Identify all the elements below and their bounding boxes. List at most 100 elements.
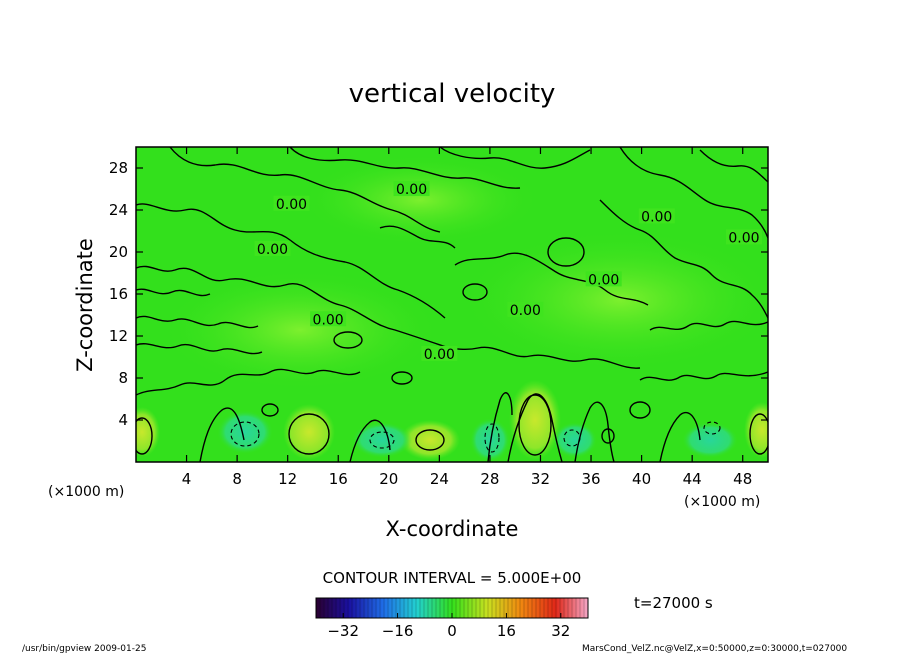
contour-loop	[749, 413, 768, 455]
contour-loop	[261, 403, 279, 417]
contour-lines	[136, 147, 768, 462]
x-tick-label: 28	[480, 470, 499, 488]
chart-title: vertical velocity	[349, 79, 556, 109]
x-tick-label: 8	[232, 470, 242, 488]
shade-light	[460, 230, 768, 370]
contour-line	[349, 419, 391, 462]
plot-frame	[135, 146, 769, 463]
y-tick-label: 12	[109, 327, 128, 345]
y-tick-label: 24	[109, 201, 128, 219]
contour-loop	[288, 413, 330, 455]
y-tick-label: 20	[109, 243, 128, 261]
x-tick-label: 12	[278, 470, 297, 488]
y-tick-label: 8	[118, 369, 128, 387]
colorbar-tick-label: −16	[382, 622, 414, 640]
contour-loop	[462, 283, 488, 301]
contour-loop	[601, 428, 615, 444]
contour-loop	[518, 394, 552, 456]
contour-loop-negative	[703, 421, 721, 435]
contour-label-bg	[638, 208, 675, 224]
contour-line	[136, 368, 361, 396]
contour-label: 0.00	[510, 303, 541, 319]
colorbar-tick-label: 0	[447, 622, 457, 640]
contour-line	[599, 199, 768, 319]
contour-loop-negative	[230, 421, 260, 447]
contour-label-bg	[421, 345, 458, 361]
y-unit-label: (×1000 m)	[48, 484, 124, 500]
colorbar-tick-label: 16	[497, 622, 516, 640]
contour-label-bg	[254, 240, 291, 256]
x-tick-label: 16	[329, 470, 348, 488]
colorbar-ticks: −32 −16 0 16 32	[327, 613, 570, 640]
y-axis-title: Z-coordinate	[73, 238, 97, 372]
contour-loop	[136, 417, 153, 455]
contour-loop	[547, 237, 585, 267]
y-axis: 4 8 12 16 20 24 28	[109, 159, 768, 429]
contour-label-bg	[507, 301, 544, 317]
contour-loop-negative	[563, 429, 581, 447]
colorbar: −32 −16 0 16 32	[315, 597, 589, 640]
contour-line	[169, 147, 441, 233]
plot-area: 0.00 0.00 0.00 0.00 0.00 0.00 0.00 0.00 0.00	[136, 147, 768, 462]
shade-negative	[470, 418, 510, 462]
contour-loop-negative	[484, 423, 500, 453]
closed-contours	[136, 237, 768, 456]
contour-line	[619, 147, 768, 239]
contour-line	[454, 252, 649, 306]
contour-label: 0.00	[313, 312, 344, 328]
shade-light	[160, 270, 440, 390]
colorbar-tick-label: −32	[327, 622, 359, 640]
contour-line	[574, 401, 615, 462]
colorbar-gradient	[316, 598, 588, 618]
contour-label-bg	[393, 181, 430, 197]
x-tick-label: 32	[531, 470, 550, 488]
shade-positive	[744, 402, 768, 458]
x-tick-label: 20	[379, 470, 398, 488]
footer-right: MarsCond_VelZ.nc@VelZ,x=0:50000,z=0:3000…	[582, 644, 847, 654]
x-tick-label: 44	[683, 470, 702, 488]
contour-line	[659, 412, 701, 462]
contour-label-bg	[585, 271, 622, 287]
contour-labels: 0.00 0.00 0.00 0.00 0.00 0.00 0.00 0.00 0.00	[254, 181, 762, 363]
shade-negative	[217, 410, 273, 454]
contour-line	[136, 343, 263, 355]
shade-negative	[553, 422, 597, 458]
contour-line	[136, 203, 446, 319]
x-tick-label: 48	[733, 470, 752, 488]
contour-line	[699, 149, 768, 183]
contour-line	[639, 371, 768, 381]
y-tick-label: 28	[109, 159, 128, 177]
contour-label: 0.00	[424, 347, 455, 363]
contour-loop-negative	[369, 431, 395, 449]
shade-light	[300, 155, 540, 245]
contour-loop	[629, 401, 651, 419]
contour-loop	[391, 371, 413, 385]
contour-label: 0.00	[396, 182, 427, 198]
x-tick-label: 4	[182, 470, 192, 488]
colorbar-stripes	[319, 598, 585, 618]
y-tick-label: 4	[118, 411, 128, 429]
y-tick-label: 16	[109, 285, 128, 303]
x-axis: 4 8 12 16 20 24 28 32 36 40 44 48	[182, 147, 752, 488]
shade-negative	[682, 422, 738, 458]
contour-line	[136, 265, 456, 351]
contour-label: 0.00	[728, 230, 759, 246]
shade-negative	[352, 422, 412, 458]
contour-line	[487, 392, 513, 462]
contour-line	[649, 320, 768, 331]
contour-label: 0.00	[641, 209, 672, 225]
contour-line	[289, 147, 521, 189]
x-tick-label: 24	[430, 470, 449, 488]
shade-positive	[509, 380, 561, 460]
shade-positive	[283, 404, 335, 460]
contour-loop	[333, 331, 363, 349]
contour-loop	[415, 429, 445, 451]
contour-line	[507, 393, 563, 462]
contour-label: 0.00	[257, 242, 288, 258]
contour-interval-text: CONTOUR INTERVAL = 5.000E+00	[323, 569, 582, 587]
contour-line	[136, 315, 259, 329]
x-unit-label: (×1000 m)	[684, 494, 760, 510]
colorbar-tick-label: 32	[551, 622, 570, 640]
shade-positive	[136, 407, 160, 457]
contour-label-bg	[273, 195, 310, 211]
